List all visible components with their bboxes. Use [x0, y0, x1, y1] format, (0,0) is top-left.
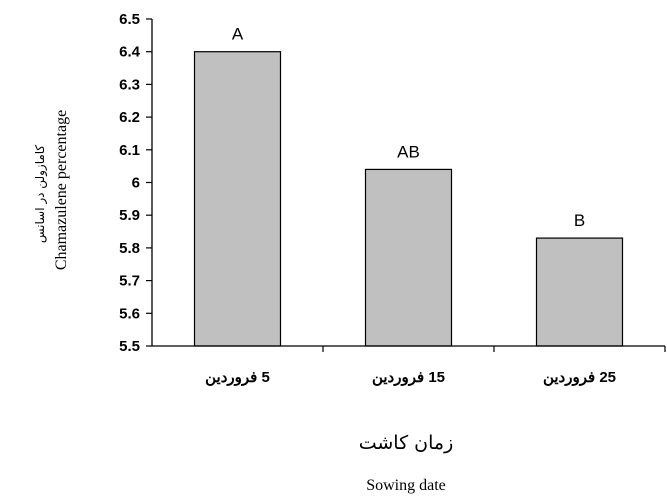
bar	[535, 237, 624, 347]
x-axis-label-persian: زمان کاشت	[359, 432, 454, 454]
y-tick-label: 6.2	[119, 109, 140, 126]
data-label: AB	[397, 142, 420, 161]
y-tick-label: 5.5	[119, 338, 140, 355]
axes	[151, 19, 666, 352]
bar	[364, 168, 453, 347]
y-tick-label: 5.9	[119, 207, 140, 224]
x-tick-label: 25 فروردین	[543, 369, 616, 386]
x-axis-label: Sowing date	[366, 477, 446, 494]
y-axis-ticks: 5.5 5.6 5.7 5.8 5.9 6 6.1 6.2 6.3 6.4 6.5	[119, 11, 152, 355]
data-labels: A AB B	[232, 25, 585, 230]
x-tick-label: 5 فروردین	[205, 369, 270, 386]
category-labels: 5 فروردین 15 فروردین 25 فروردین	[205, 369, 616, 386]
y-tick-label: 6.1	[119, 142, 140, 159]
y-tick-label: 6.5	[119, 11, 140, 28]
bar	[193, 51, 282, 347]
y-tick-label: 6.3	[119, 76, 140, 93]
y-tick-label: 6.4	[119, 44, 141, 61]
y-tick-label: 5.8	[119, 240, 140, 257]
y-tick-label: 5.6	[119, 305, 140, 322]
y-tick-label: 5.7	[119, 273, 140, 290]
bars	[193, 51, 624, 347]
x-tick-label: 15 فروردین	[372, 369, 445, 386]
data-label: A	[232, 25, 244, 44]
y-axis-label: Chamazulene percentage	[53, 110, 70, 270]
y-tick-label: 6	[132, 175, 140, 192]
data-label: B	[574, 211, 585, 230]
y-axis-label-persian: کامازولن در اسانس	[33, 145, 48, 244]
